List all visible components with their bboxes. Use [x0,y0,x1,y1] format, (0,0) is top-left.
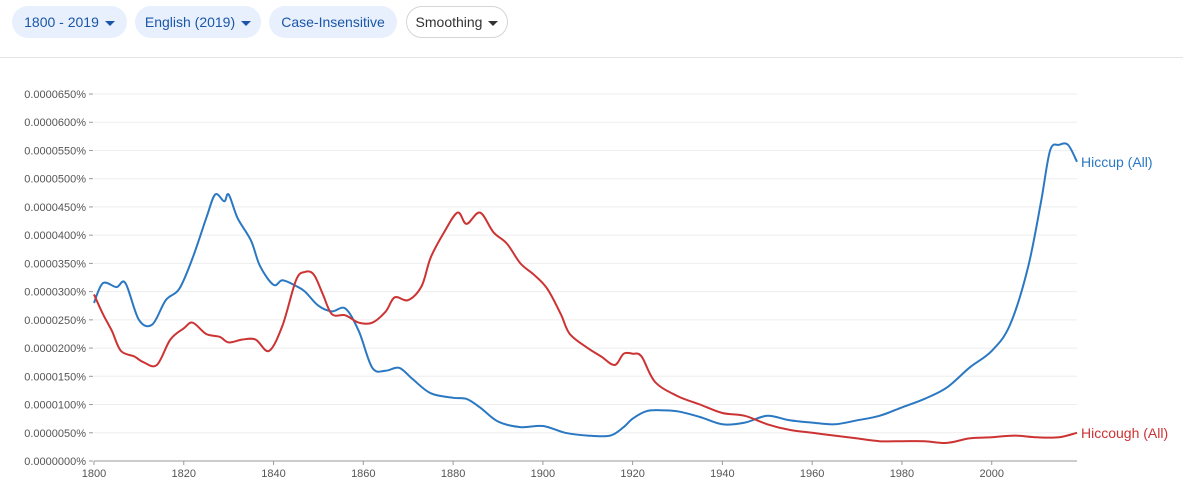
y-tick-label: 0.0000450% [24,202,86,214]
case-insensitive-label: Case-Insensitive [281,14,385,30]
year-range-label: 1800 - 2019 [24,14,99,30]
corpus-label: English (2019) [144,14,236,30]
y-tick-label: 0.0000150% [24,371,86,383]
y-tick-label: 0.0000200% [24,343,86,355]
corpus-dropdown[interactable]: English (2019) [135,6,261,38]
chevron-down-icon [104,20,115,26]
x-tick-label: 1800 [82,468,106,480]
y-tick-label: 0.0000400% [24,230,86,242]
x-tick-label: 1940 [710,468,734,480]
y-tick-label: 0.0000300% [24,287,86,299]
x-tick-label: 1860 [351,468,375,480]
year-range-dropdown[interactable]: 1800 - 2019 [12,6,127,38]
y-tick-label: 0.0000050% [24,428,86,440]
x-tick-label: 1880 [441,468,465,480]
legend: Hiccup (All) Hiccough (All) [1081,154,1168,441]
axes: 0.0000000% 0.0000050% 0.0000100% 0.0000150%… [24,89,1077,480]
chevron-down-icon [488,20,499,26]
x-tick-label: 1920 [620,468,644,480]
y-tick-label: 0.0000500% [24,174,86,186]
x-tick-label: 1960 [800,468,824,480]
query-toolbar: 1800 - 2019 English (2019) Case-Insensit… [0,0,1183,58]
grid [94,93,1077,462]
legend-label-hiccup-all: Hiccup (All) [1081,154,1153,170]
y-tick-label: 0.0000550% [24,145,86,157]
y-tick-label: 0.0000000% [24,456,86,468]
y-tick-label: 0.0000600% [24,117,86,129]
smoothing-dropdown[interactable]: Smoothing [406,6,508,38]
x-tick-label: 1840 [261,468,285,480]
series-line-hiccough-all [93,211,1078,444]
legend-label-hiccough-all: Hiccough (All) [1081,425,1168,441]
case-insensitive-toggle[interactable]: Case-Insensitive [269,6,397,38]
x-tick-label: 1900 [531,468,555,480]
chevron-down-icon [241,20,252,26]
x-tick-label: 1980 [890,468,914,480]
y-tick-label: 0.0000650% [24,89,86,101]
ngram-line-chart: 0.0000000% 0.0000050% 0.0000100% 0.0000150%… [24,89,1168,480]
x-tick-label: 1820 [172,468,196,480]
smoothing-label: Smoothing [415,14,483,30]
x-tick-label: 2000 [979,468,1003,480]
series [93,142,1078,444]
y-tick-label: 0.0000100% [24,400,86,412]
series-line-hiccup-all [93,142,1078,438]
y-tick-label: 0.0000250% [24,315,86,327]
y-tick-label: 0.0000350% [24,258,86,270]
